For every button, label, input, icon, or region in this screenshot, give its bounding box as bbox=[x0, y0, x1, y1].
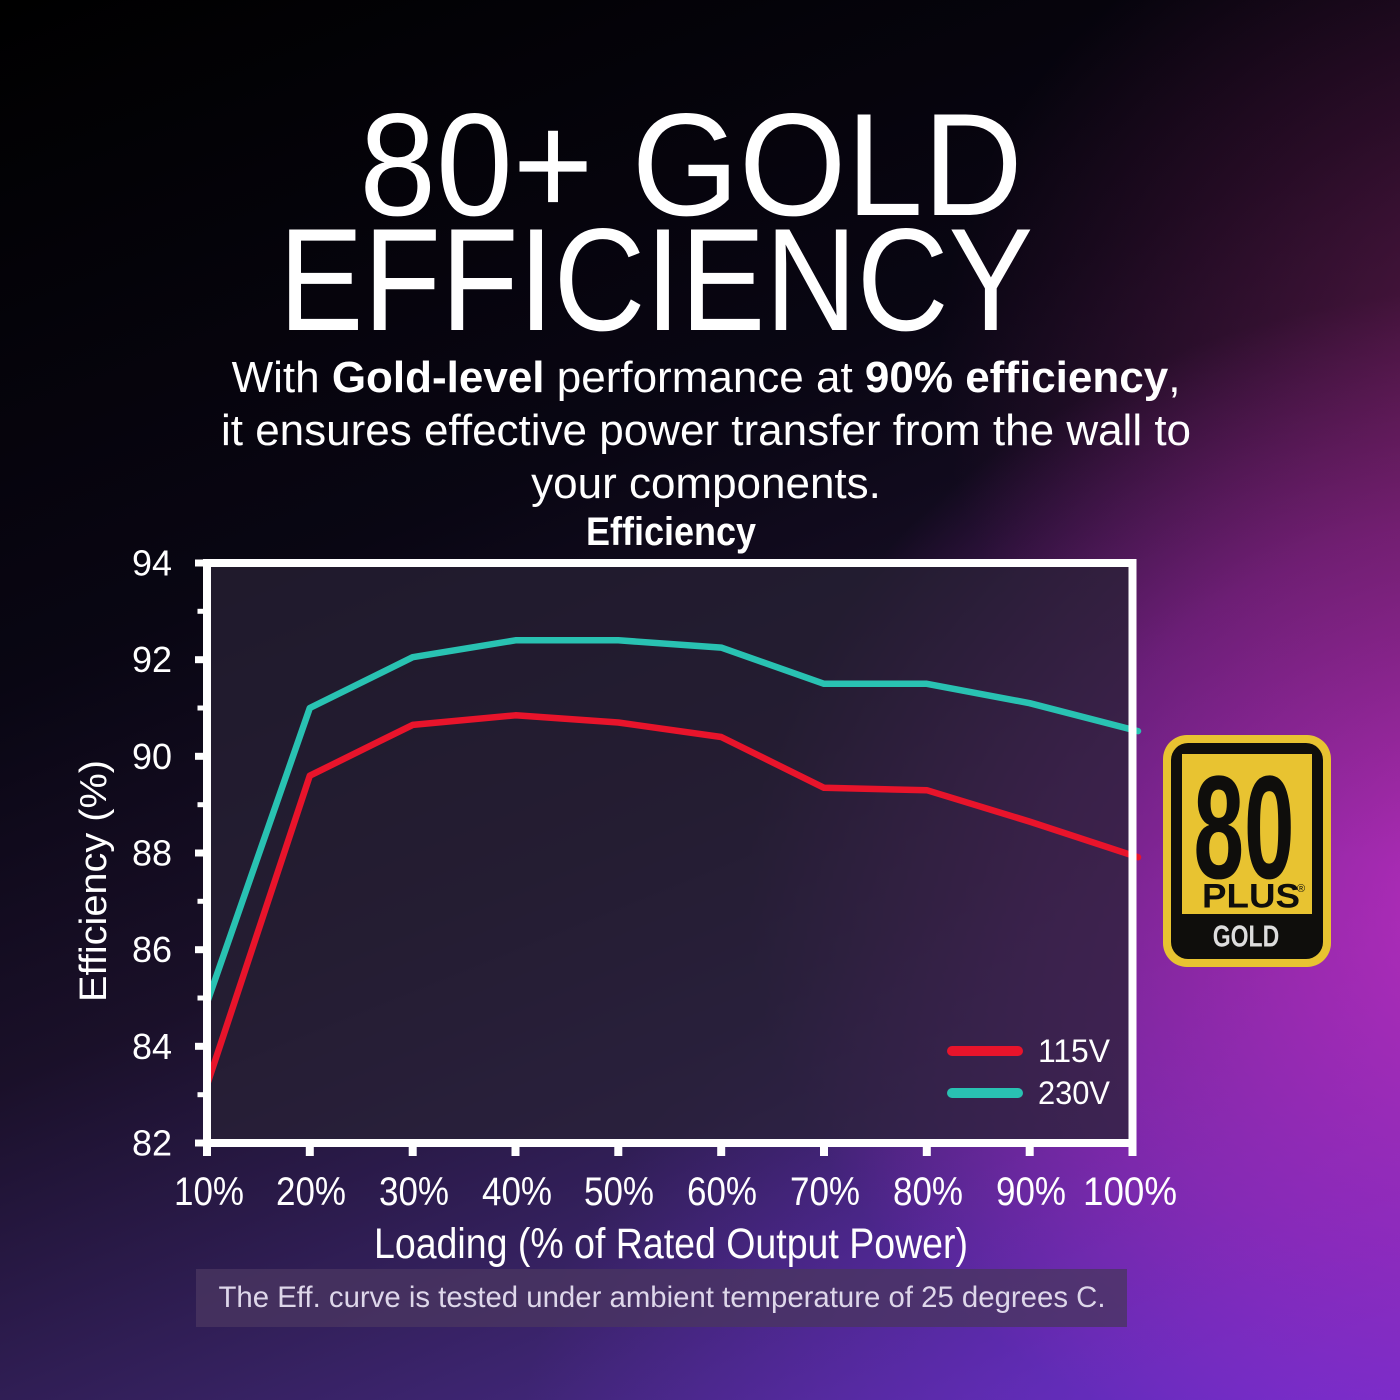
svg-text:30%: 30% bbox=[379, 1170, 449, 1214]
svg-text:90%: 90% bbox=[996, 1170, 1066, 1214]
svg-text:82: 82 bbox=[132, 1123, 172, 1164]
svg-text:230V: 230V bbox=[1038, 1075, 1111, 1111]
svg-text:92: 92 bbox=[132, 639, 172, 680]
svg-text:80: 80 bbox=[1194, 746, 1295, 910]
svg-text:20%: 20% bbox=[276, 1170, 346, 1214]
svg-text:90: 90 bbox=[132, 736, 172, 777]
svg-text:86: 86 bbox=[132, 929, 172, 970]
svg-text:10%: 10% bbox=[174, 1170, 244, 1214]
svg-text:115V: 115V bbox=[1038, 1033, 1111, 1069]
svg-text:70%: 70% bbox=[790, 1170, 860, 1214]
svg-text:The Eff. curve is tested under: The Eff. curve is tested under ambient t… bbox=[219, 1281, 1106, 1314]
svg-text:80%: 80% bbox=[893, 1170, 963, 1214]
svg-text:60%: 60% bbox=[687, 1170, 757, 1214]
svg-text:GOLD: GOLD bbox=[1213, 919, 1280, 954]
svg-text:94: 94 bbox=[132, 543, 172, 584]
svg-text:84: 84 bbox=[132, 1026, 172, 1067]
svg-text:PLUS: PLUS bbox=[1202, 878, 1300, 916]
svg-text:100%: 100% bbox=[1083, 1170, 1177, 1214]
svg-text:Efficiency (%): Efficiency (%) bbox=[73, 760, 115, 1002]
svg-text:Loading (% of Rated Output Pow: Loading (% of Rated Output Power) bbox=[374, 1220, 968, 1268]
svg-text:88: 88 bbox=[132, 833, 172, 874]
svg-text:Efficiency: Efficiency bbox=[586, 510, 757, 554]
svg-text:®: ® bbox=[1297, 883, 1305, 895]
svg-text:50%: 50% bbox=[584, 1170, 654, 1214]
svg-text:40%: 40% bbox=[482, 1170, 552, 1214]
